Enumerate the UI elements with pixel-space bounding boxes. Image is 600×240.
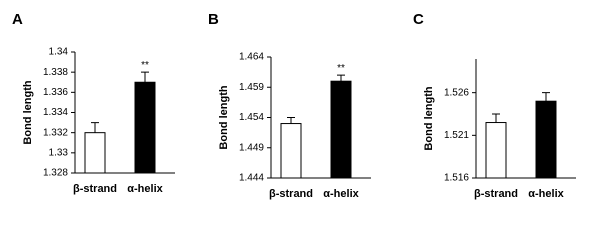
y-tick-label: 1.521	[444, 130, 469, 141]
figure: A Bond length 1.328 1.33 1.332 1.334 1.336 1.33…	[12, 11, 576, 200]
y-tick-label: 1.444	[239, 173, 264, 184]
error-bar	[337, 74, 345, 82]
y-tick-label: 1.516	[444, 173, 469, 184]
panel: A Bond length 1.328 1.33 1.332 1.334 1.336 1.33…	[12, 11, 175, 195]
panel-label: A	[12, 11, 23, 28]
panel: B Bond length 1.444 1.449 1.454 1.459 1.464 β-s…	[208, 11, 371, 200]
error-bar	[91, 122, 99, 133]
bar	[330, 80, 352, 179]
error-bar	[141, 71, 149, 83]
x-tick-label: β-strand	[474, 188, 518, 200]
y-tick-label: 1.334	[43, 107, 68, 118]
y-tick-label: 1.454	[239, 112, 264, 123]
bar	[84, 132, 106, 174]
bar	[485, 122, 507, 179]
error-bar	[492, 113, 500, 123]
y-tick-label: 1.34	[49, 47, 69, 58]
y-tick-label: 1.449	[239, 142, 264, 153]
x-tick-label: α-helix	[323, 188, 359, 200]
y-tick-label: 1.464	[239, 52, 264, 63]
x-tick-label: α-helix	[528, 188, 564, 200]
panel-label: C	[413, 11, 424, 28]
significance: **	[337, 63, 345, 74]
x-tick-label: β-strand	[73, 183, 117, 195]
y-tick-label: 1.338	[43, 67, 68, 78]
y-axis-label: Bond length	[423, 86, 435, 150]
x-tick-label: α-helix	[127, 183, 163, 195]
bar	[280, 123, 302, 179]
bar	[535, 100, 557, 179]
bar	[134, 81, 156, 174]
y-tick-label: 1.332	[43, 127, 68, 138]
panel-label: B	[208, 11, 219, 28]
y-axis-label: Bond length	[218, 85, 230, 149]
y-tick-label: 1.459	[239, 82, 264, 93]
y-axis-label: Bond length	[22, 80, 34, 144]
significance: **	[141, 60, 149, 71]
y-tick-label: 1.33	[49, 147, 69, 158]
x-tick-label: β-strand	[269, 188, 313, 200]
error-bar	[542, 92, 550, 102]
y-tick-label: 1.328	[43, 168, 68, 179]
y-tick-label: 1.526	[444, 87, 469, 98]
panel: C Bond length 1.516 1.521 1.526 β-strand α-hel…	[413, 11, 576, 200]
y-tick-label: 1.336	[43, 87, 68, 98]
error-bar	[287, 117, 295, 124]
